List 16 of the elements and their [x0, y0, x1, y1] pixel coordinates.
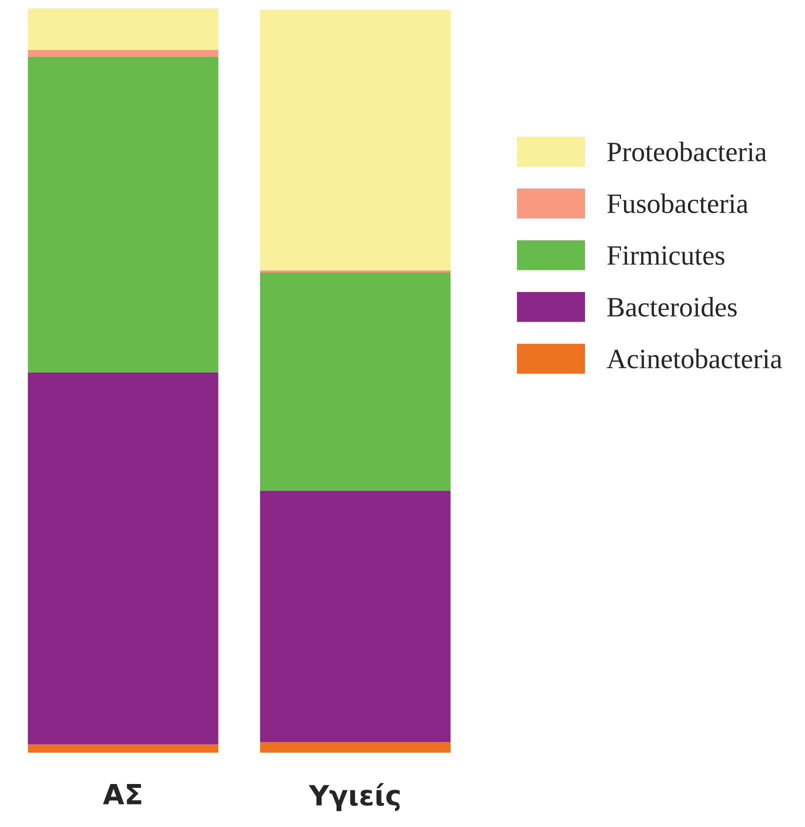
- legend-label: Proteobacteria: [607, 142, 767, 162]
- legend-label: Fusobacteria: [607, 194, 748, 214]
- x-tick-label: ΑΣ: [102, 784, 142, 804]
- bar: [28, 8, 218, 50]
- legend-label: Bacteroides: [607, 297, 737, 317]
- bar: [260, 272, 450, 491]
- x-tick-label: Υγιείς: [308, 783, 400, 812]
- bar: [28, 372, 218, 744]
- legend-label: Acinetobacteria: [606, 348, 782, 368]
- bar: [28, 744, 218, 753]
- bar: [28, 50, 218, 57]
- bar: [260, 10, 450, 270]
- bar: [28, 56, 218, 372]
- bar: [260, 742, 450, 753]
- legend-label: Firmicutes: [607, 246, 724, 265]
- bar: [260, 490, 450, 742]
